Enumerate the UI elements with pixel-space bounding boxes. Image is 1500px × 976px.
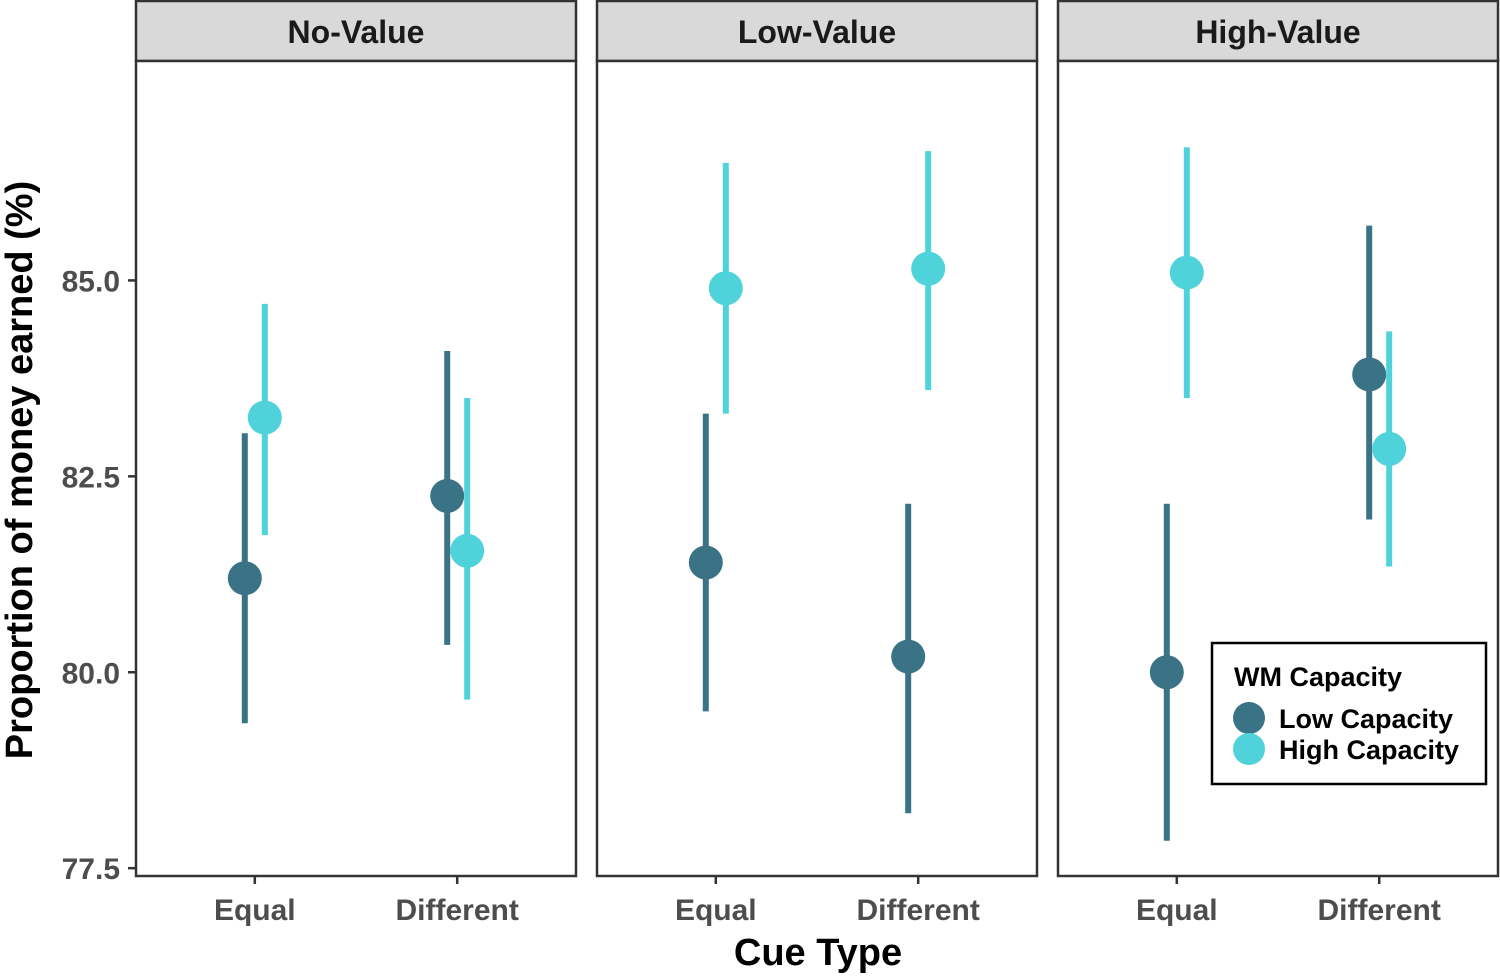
y-axis: 77.5 80.0 82.5 85.0 <box>62 265 136 886</box>
plot-area-no-value <box>134 59 578 878</box>
x-axis-title: Cue Type <box>734 932 902 974</box>
strip-label-no-value: No-Value <box>288 14 425 50</box>
legend-label-low-capacity: Low Capacity <box>1279 704 1453 734</box>
point-high-value-high-capacity-different <box>1372 431 1407 466</box>
plot-area-low-value <box>595 59 1039 878</box>
strip-low-value <box>595 0 1039 63</box>
strip-label-high-value: High-Value <box>1195 14 1360 50</box>
y-tick-label-85-0: 85.0 <box>62 265 120 298</box>
strip-no-value <box>134 0 578 63</box>
x-tick-label-high-value-equal: Equal <box>1136 894 1218 927</box>
panel-high-value: High-Value Equal Different <box>1056 0 1500 927</box>
panels-layer: No-Value Equal Different Low-Value Equal Diff… <box>134 0 1500 927</box>
point-low-value-low-capacity-different <box>891 639 926 674</box>
point-low-value-high-capacity-equal <box>708 271 743 306</box>
panel-low-value: Low-Value Equal Different <box>595 0 1039 927</box>
legend-key-high-capacity <box>1233 733 1265 765</box>
point-no-value-high-capacity-different <box>450 533 485 568</box>
legend-title: WM Capacity <box>1234 662 1402 692</box>
y-tick-label-80-0: 80.0 <box>62 657 120 690</box>
legend-label-high-capacity: High Capacity <box>1279 735 1459 765</box>
point-high-value-low-capacity-equal <box>1149 655 1184 690</box>
y-axis-title: Proportion of money earned (%) <box>0 181 41 759</box>
point-no-value-low-capacity-equal <box>227 561 262 596</box>
point-low-value-high-capacity-different <box>911 251 946 286</box>
point-low-value-low-capacity-equal <box>688 545 723 580</box>
panel-no-value: No-Value Equal Different <box>134 0 578 927</box>
legend: WM Capacity Low Capacity High Capacity <box>1210 641 1488 786</box>
x-tick-label-no-value-different: Different <box>396 894 519 927</box>
x-tick-label-high-value-different: Different <box>1318 894 1441 927</box>
y-tick-label-77-5: 77.5 <box>62 853 120 886</box>
point-no-value-high-capacity-equal <box>247 400 282 435</box>
strip-label-low-value: Low-Value <box>738 14 896 50</box>
x-tick-label-low-value-equal: Equal <box>675 894 757 927</box>
x-tick-label-no-value-equal: Equal <box>214 894 296 927</box>
y-tick-label-82-5: 82.5 <box>62 461 120 494</box>
point-high-value-high-capacity-equal <box>1169 255 1204 290</box>
point-no-value-low-capacity-different <box>430 478 465 513</box>
x-tick-label-low-value-different: Different <box>857 894 980 927</box>
point-high-value-low-capacity-different <box>1352 357 1387 392</box>
legend-key-low-capacity <box>1233 702 1265 734</box>
